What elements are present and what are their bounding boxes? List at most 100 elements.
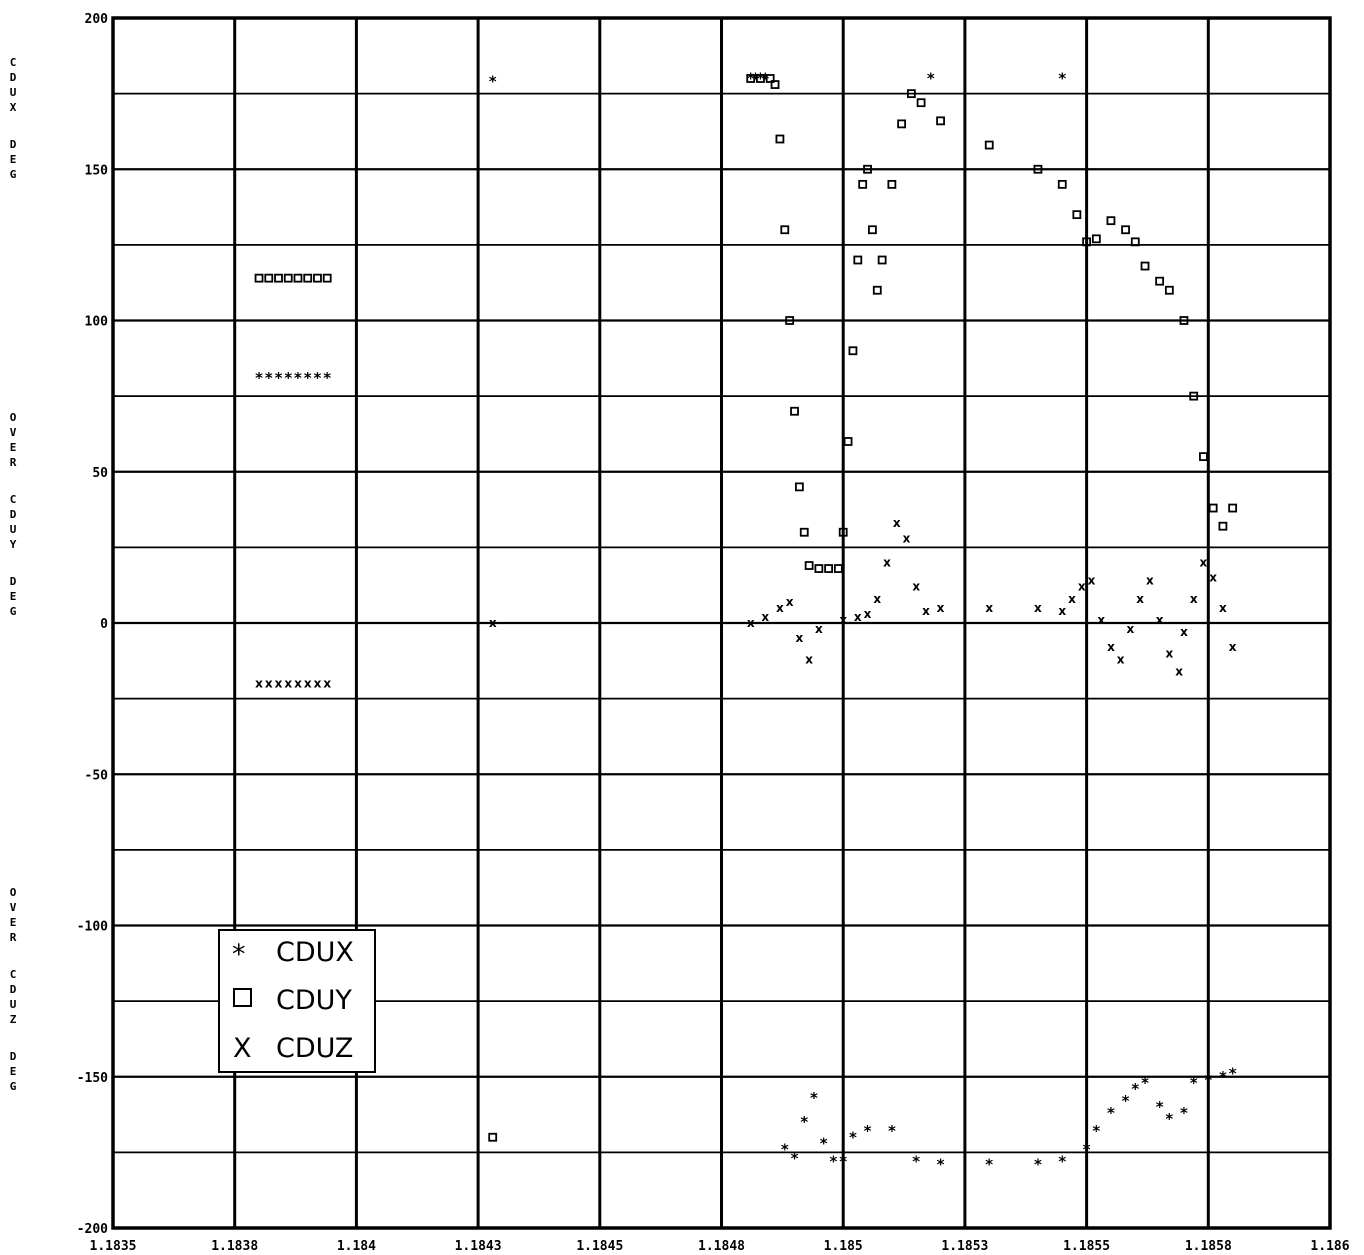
- data-point-cduz: x: [893, 516, 901, 530]
- data-point-cduz: x: [1156, 613, 1164, 627]
- data-point-cdux: *: [275, 369, 283, 387]
- data-point-cduy: [863, 164, 872, 174]
- data-point-cduz: x: [1146, 574, 1154, 588]
- data-point-cdux: *: [1092, 1122, 1100, 1140]
- y-tick-label: -150: [77, 1071, 108, 1086]
- x-tick-label: 1.185: [824, 1239, 863, 1254]
- series-cdux: * * * * * * * ** ********** ** * ** * * * ** ****** *** **…: [255, 70, 1237, 1174]
- data-point-cdux: *: [1034, 1155, 1042, 1173]
- cduy-marker-icon: [233, 988, 252, 1007]
- data-point-cduz: x: [776, 601, 784, 615]
- data-point-cdux: *: [810, 1089, 818, 1107]
- data-point-cdux: *: [752, 70, 760, 88]
- data-point-cduy: [1057, 179, 1067, 189]
- data-point-cduy: [1208, 503, 1218, 513]
- data-point-cduy: [785, 316, 795, 325]
- data-point-cduy: [824, 564, 833, 573]
- data-point-cdux: *: [912, 1152, 920, 1170]
- x-tick-label: 1.1838: [211, 1239, 258, 1254]
- data-point-cduy: [780, 225, 790, 235]
- x-tick-label: 1.1853: [941, 1239, 988, 1254]
- data-point-cduz: x: [275, 677, 283, 691]
- data-point-cduy: [887, 179, 897, 189]
- data-point-cdux: *: [820, 1134, 828, 1152]
- data-point-cduz: x: [1097, 613, 1105, 627]
- data-point-cdux: *: [927, 70, 935, 88]
- data-point-cduy: [916, 98, 926, 108]
- data-point-cduz: x: [903, 531, 911, 545]
- data-point-cdux: *: [761, 70, 769, 88]
- data-point-cduy: [838, 527, 848, 537]
- data-point-cduz: x: [1219, 601, 1227, 615]
- data-point-cduy: [254, 273, 264, 283]
- data-point-cduy: [303, 273, 313, 283]
- data-point-cduz: x: [1078, 580, 1086, 594]
- data-point-cduz: x: [1136, 592, 1144, 606]
- data-point-cduz: x: [1209, 571, 1217, 585]
- data-point-cdux: *: [1131, 1080, 1139, 1098]
- y-tick-label: 150: [85, 163, 109, 178]
- data-point-cduy: [1033, 164, 1043, 174]
- data-point-cduy: [1091, 234, 1101, 244]
- data-point-cduy: [1106, 216, 1116, 226]
- cduz-marker-icon: X: [233, 1033, 252, 1064]
- data-point-cdux: *: [284, 369, 292, 387]
- data-point-cduy: [283, 273, 293, 283]
- data-point-cduz: x: [1190, 592, 1198, 606]
- data-point-cdux: *: [757, 70, 765, 88]
- data-point-cduz: x: [873, 592, 881, 606]
- legend-label-cduy: CDUY: [276, 985, 352, 1016]
- data-point-cdux: *: [830, 1152, 838, 1170]
- data-point-cduz: x: [314, 677, 322, 691]
- data-point-cduz: x: [1088, 574, 1096, 588]
- y-tick-label: -50: [85, 768, 109, 783]
- data-point-cdux: *: [265, 369, 273, 387]
- data-point-cduz: x: [1175, 664, 1183, 678]
- data-point-cduy: [1082, 237, 1091, 247]
- data-point-cdux: *: [1190, 1074, 1198, 1092]
- data-point-cduy: [274, 273, 283, 283]
- data-point-cduy: [794, 482, 804, 492]
- data-point-cduy: [775, 134, 785, 144]
- data-point-cdux: *: [1219, 1068, 1227, 1086]
- x-tick-label: 1.1835: [90, 1239, 137, 1254]
- data-point-cdux: *: [800, 1113, 808, 1131]
- data-point-cdux: *: [304, 369, 312, 387]
- data-point-cduy: [804, 561, 814, 570]
- data-point-cduz: x: [761, 610, 769, 624]
- data-point-cduy: [1072, 210, 1082, 220]
- data-point-cduy: [984, 140, 994, 150]
- data-point-cdux: *: [781, 1140, 789, 1158]
- data-points: * * * * * * * ** ********** ** * ** * * * ** ****** *** **…: [254, 70, 1238, 1174]
- data-point-cduy: [1164, 285, 1174, 295]
- data-point-cduy: [814, 564, 824, 573]
- data-point-cduy: [313, 273, 322, 283]
- x-tick-label: 1.1858: [1185, 1239, 1232, 1254]
- data-point-cduy: [1179, 316, 1189, 325]
- data-point-cduy: [1121, 225, 1130, 235]
- data-point-cduz: x: [1229, 640, 1237, 654]
- data-point-cdux: *: [1083, 1140, 1091, 1158]
- data-point-cdux: *: [937, 1155, 945, 1173]
- x-tick-label: 1.186: [1310, 1239, 1349, 1254]
- data-point-cduy: [746, 74, 756, 83]
- data-point-cduy: [1218, 521, 1228, 531]
- data-point-cduy: [843, 437, 853, 446]
- data-point-cduy: [765, 74, 775, 83]
- data-point-cduz: x: [1034, 601, 1042, 615]
- data-point-cdux: *: [1058, 70, 1066, 88]
- data-point-cduy: [1199, 452, 1208, 462]
- data-point-cduz: x: [255, 677, 263, 691]
- data-point-cduy: [756, 74, 765, 83]
- x-tick-label: 1.1848: [698, 1239, 745, 1254]
- data-point-cduz: x: [864, 607, 872, 621]
- data-point-cduy: [853, 255, 863, 265]
- y-tick-label: 100: [85, 315, 109, 330]
- data-point-cdux: *: [1058, 1152, 1066, 1170]
- data-point-cduz: x: [265, 677, 273, 691]
- y-axis-ticks: 200 150 100 50 0 -50 -100 -150 -200: [77, 12, 108, 1237]
